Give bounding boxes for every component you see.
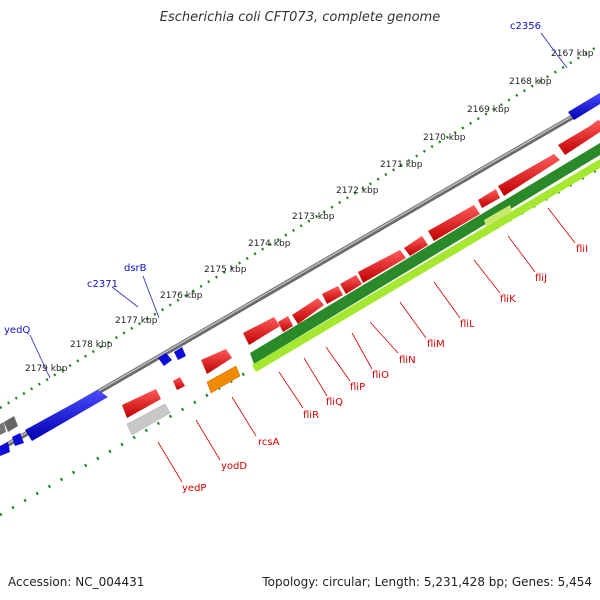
label-line-c2371 [111,286,139,308]
gene-fliQ[interactable] [292,298,324,324]
gene-fliN[interactable] [358,250,406,283]
gene-grey-small[interactable] [4,416,18,432]
gene-label-yedP[interactable]: yedP [182,483,206,494]
label-line-fliI [547,207,576,244]
reverse-genes [122,120,600,418]
outer-tick-ring [0,43,600,410]
feature-dark-green[interactable] [250,143,600,364]
label-line-fliL [433,281,461,319]
gene-dsrB[interactable] [158,353,172,366]
gene-label-fliR[interactable]: fliR [303,410,319,421]
feature-green-highlight[interactable] [484,205,512,226]
gene-label-yodD[interactable]: yodD [221,461,247,472]
gene-yedP-grey[interactable] [126,403,171,436]
tick-label: 2171 kbp [380,160,423,170]
green-feature-track [250,143,600,372]
backbone-highlight [0,99,600,449]
gene-fliK[interactable] [478,189,500,208]
tick-label: 2173 kbp [292,212,335,222]
gene-fliO[interactable] [340,275,362,294]
gene-fliI[interactable] [558,120,600,155]
label-line-dsrB [142,275,160,319]
gene-rcsA[interactable] [243,317,280,345]
tick-label: 2170 kbp [423,133,466,143]
label-line-fliQ [303,357,328,397]
gene-label-fliL[interactable]: fliL [460,319,475,330]
gene-label-dsrB[interactable]: dsrB [124,263,147,274]
forward-genes [0,93,600,456]
feature-light-green[interactable] [252,159,600,372]
gene-label-fliP[interactable]: fliP [350,382,365,393]
gene-orange[interactable] [206,365,241,394]
tick-labels: 2167 kbp 2168 kbp 2169 kbp 2170 kbp 2171… [25,49,594,374]
gene-c2371[interactable] [174,347,186,360]
gene-small-blue-1[interactable] [12,433,24,446]
gene-c2356[interactable] [568,93,600,120]
label-line-fliJ [507,235,536,273]
gene-label-fliN[interactable]: fliN [399,355,416,366]
tick-label: 2174 kbp [248,239,291,249]
gene-small-red[interactable] [173,377,185,390]
gene-labels-forward: c2356 dsrB c2371 yedQ [4,21,541,336]
tick-label: 2172 kbp [336,186,379,196]
gene-label-rcsA[interactable]: rcsA [258,437,280,448]
gene-label-c2371[interactable]: c2371 [87,279,118,290]
label-line-yedQ [29,334,51,379]
genome-info-text: Topology: circular; Length: 5,231,428 bp… [262,575,592,589]
label-line-c2356 [540,32,568,69]
label-line-yedP [157,441,183,483]
gene-label-fliQ[interactable]: fliQ [326,397,343,408]
tick-label: 2176 kbp [160,291,203,301]
label-line-fliM [399,301,427,339]
label-line-fliP [325,346,351,382]
tick-label: 2175 kbp [204,265,247,275]
gene-yodD[interactable] [201,349,232,374]
gene-fliL[interactable] [428,205,480,241]
backbone-line [0,98,600,452]
tick-label: 2179 kbp [25,364,68,374]
gene-fliM[interactable] [404,236,428,256]
gene-fliP[interactable] [322,286,343,304]
label-line-fliK [473,259,501,294]
gene-labels-reverse: fliI fliJ fliK fliL fliM fliN fliO fliP … [182,244,588,494]
gene-label-fliK[interactable]: fliK [500,294,516,305]
accession-text: Accession: NC_004431 [8,575,145,589]
gene-yedP[interactable] [122,389,161,418]
gene-small-blue-2[interactable] [0,442,10,456]
gene-yedQ[interactable] [25,390,108,441]
tick-label: 2167 kbp [551,49,594,59]
label-line-fliN [369,321,399,354]
gene-fliJ[interactable] [498,154,560,196]
tick-label: 2169 kbp [467,105,510,115]
label-line-fliR [278,371,304,409]
gene-label-c2356[interactable]: c2356 [510,21,541,32]
gene-label-fliI[interactable]: fliI [576,244,588,255]
label-lines [29,32,576,483]
gene-grey-small-2[interactable] [0,422,6,435]
gene-label-fliJ[interactable]: fliJ [535,273,547,284]
label-line-rcsA [231,396,257,437]
gene-label-fliO[interactable]: fliO [372,370,389,381]
label-line-yodD [195,419,221,461]
tick-label: 2168 kbp [509,77,552,87]
gene-fliR[interactable] [278,316,293,332]
label-line-fliO [351,332,373,370]
tick-label: 2177 kbp [115,316,158,326]
gene-label-fliM[interactable]: fliM [427,339,445,350]
genome-title: Escherichia coli CFT073, complete genome [159,10,441,25]
tick-label: 2178 kbp [70,340,113,350]
gene-label-yedQ[interactable]: yedQ [4,325,30,336]
